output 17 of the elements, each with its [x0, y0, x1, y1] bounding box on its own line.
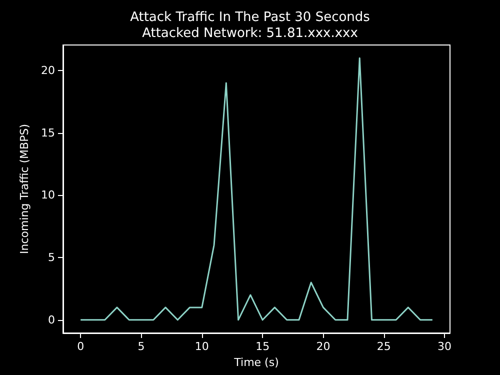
y-tick-label: 10 [41, 188, 55, 202]
line-series [80, 57, 434, 321]
y-axis-title: Incoming Traffic (MBPS) [18, 124, 32, 254]
y-tick-label: 0 [48, 313, 55, 326]
x-tick-label: 25 [376, 340, 391, 353]
y-tick-label: 15 [41, 126, 55, 140]
x-axis-title: Time (s) [233, 356, 279, 369]
y-tick-label: 20 [41, 64, 55, 78]
y-tick-label: 5 [48, 251, 55, 264]
x-tick-label: 15 [256, 340, 270, 353]
x-tick-label: 0 [77, 340, 84, 353]
x-tick-label: 10 [194, 340, 209, 353]
chart-subtitle: Attacked Network: 51.81.xxx.xxx [142, 26, 358, 41]
x-tick-label: 20 [316, 340, 330, 353]
x-tick-label: 30 [438, 340, 452, 353]
x-tick-label: 5 [138, 340, 145, 353]
chart-title: Attack Traffic In The Past 30 Seconds [130, 10, 370, 25]
